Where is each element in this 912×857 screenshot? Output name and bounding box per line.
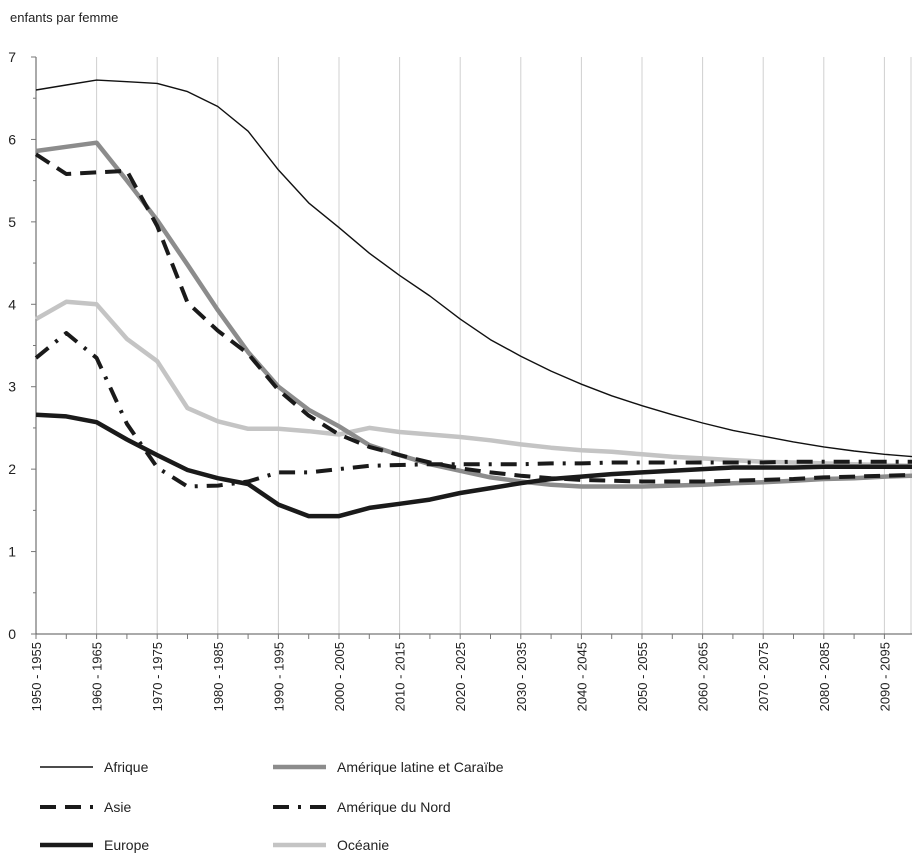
- x-tick-label: 2080 - 2085: [817, 642, 832, 711]
- series-line-afrique: [35, 79, 912, 458]
- y-tick-label: 6: [8, 131, 16, 147]
- x-tick-label: 2000 - 2005: [332, 642, 347, 711]
- y-tick-label: 5: [8, 214, 16, 230]
- legend-label: Europe: [104, 837, 149, 853]
- x-tick-label: 1960 - 1965: [90, 642, 105, 711]
- y-tick-label: 2: [8, 461, 16, 477]
- x-tick-label: 1990 - 1995: [271, 642, 286, 711]
- legend-label: Océanie: [337, 837, 389, 853]
- series-line-oc-anie: [34, 299, 912, 468]
- x-tick-label: 2010 - 2015: [393, 642, 408, 711]
- x-tick-label: 1980 - 1985: [211, 642, 226, 711]
- x-tick-label: 1970 - 1975: [150, 642, 165, 711]
- axes: [31, 56, 912, 639]
- x-tick-labels: 1950 - 1955 1960 - 1965 1970 - 1975 1980 - …: [29, 642, 892, 711]
- legend-label: Amérique latine et Caraïbe: [337, 759, 504, 775]
- series-line-am-rique-du-nord: [34, 331, 912, 489]
- x-tick-label: 2050 - 2055: [635, 642, 650, 711]
- x-tick-label: 2020 - 2025: [453, 642, 468, 711]
- x-tick-label: 2040 - 2045: [574, 642, 589, 711]
- x-tick-label: 2060 - 2065: [696, 642, 711, 711]
- y-tick-label: 3: [8, 379, 16, 395]
- x-tick-label: 2090 - 2095: [877, 642, 892, 711]
- legend-label: Afrique: [104, 759, 149, 775]
- series-line-am-rique-latine-et-cara-be: [35, 140, 912, 489]
- series-lines: [34, 79, 912, 519]
- x-tick-label: 1950 - 1955: [29, 642, 44, 711]
- legend: Afrique Asie Europe Amérique latine et Cara…: [40, 759, 504, 853]
- series-line-europe: [35, 412, 912, 519]
- x-tick-label: 2070 - 2075: [756, 642, 771, 711]
- y-axis-label: enfants par femme: [10, 10, 118, 25]
- y-tick-label: 0: [8, 626, 16, 642]
- vertical-gridlines: [35, 57, 912, 634]
- series-line-asie: [34, 152, 912, 484]
- y-tick-label: 7: [8, 49, 16, 65]
- x-tick-label: 2030 - 2035: [514, 642, 529, 711]
- y-tick-label: 4: [8, 296, 16, 312]
- legend-label: Amérique du Nord: [337, 799, 451, 815]
- y-tick-label: 1: [8, 544, 16, 560]
- legend-label: Asie: [104, 799, 131, 815]
- y-tick-labels: 0 1 2 3 4 5 6 7: [8, 49, 16, 642]
